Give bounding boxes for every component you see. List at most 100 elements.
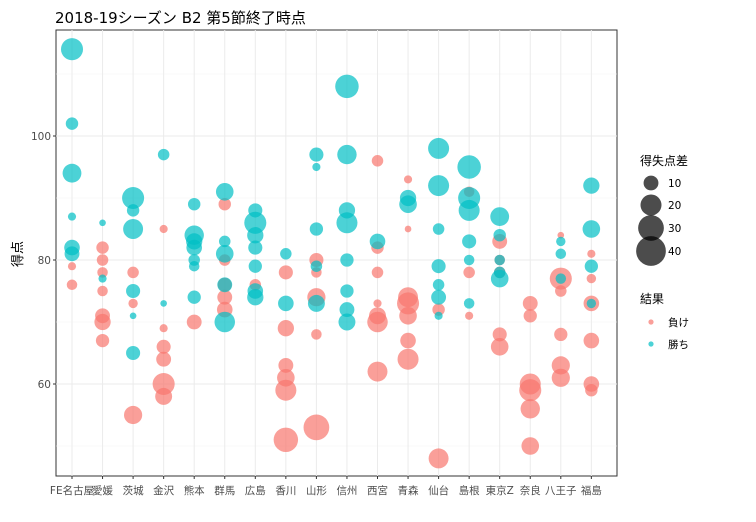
data-point xyxy=(428,137,450,159)
y-tick-label: 60 xyxy=(38,379,51,391)
data-point xyxy=(278,357,294,373)
data-point xyxy=(96,241,109,254)
data-point xyxy=(432,279,445,291)
data-point xyxy=(156,351,172,367)
size-legend-label: 20 xyxy=(668,200,681,212)
data-point xyxy=(399,307,417,325)
size-legend-label: 30 xyxy=(668,223,681,235)
series-勝ち xyxy=(60,38,601,361)
size-legend: 得失点差 10 20 30 40 xyxy=(636,153,688,266)
data-point xyxy=(397,348,419,370)
data-point xyxy=(65,117,79,130)
data-point xyxy=(309,147,324,162)
data-point xyxy=(583,332,600,349)
data-point xyxy=(400,332,416,349)
data-point xyxy=(339,302,355,318)
data-point xyxy=(248,259,262,273)
data-point xyxy=(523,309,537,323)
data-point xyxy=(98,274,107,283)
data-point xyxy=(367,311,388,333)
data-point xyxy=(247,289,264,306)
data-point xyxy=(247,227,264,244)
y-axis-title: 得点 xyxy=(10,241,26,267)
data-point xyxy=(431,289,447,305)
data-point xyxy=(123,219,144,239)
data-point xyxy=(186,314,202,330)
data-points xyxy=(60,38,601,469)
color-legend-label: 負け xyxy=(668,317,689,329)
data-point xyxy=(303,414,330,441)
y-tick-label: 80 xyxy=(38,255,51,267)
x-tick-label: 熊本 xyxy=(184,484,205,497)
data-point xyxy=(586,298,597,309)
data-point xyxy=(311,329,322,340)
data-point xyxy=(152,372,175,396)
data-point xyxy=(159,324,168,333)
data-point xyxy=(218,197,231,211)
data-point xyxy=(490,269,509,288)
data-point xyxy=(94,313,111,331)
size-legend-title: 得失点差 xyxy=(640,153,688,168)
data-point xyxy=(156,339,171,354)
data-point xyxy=(97,285,108,297)
data-point xyxy=(490,207,510,227)
data-point xyxy=(187,290,201,304)
data-point xyxy=(155,387,173,405)
data-point xyxy=(248,240,263,255)
data-point xyxy=(463,298,475,309)
data-point xyxy=(463,266,475,279)
data-point xyxy=(428,448,449,469)
data-point xyxy=(128,298,138,309)
data-point xyxy=(215,245,234,263)
data-point xyxy=(278,295,294,312)
data-point xyxy=(310,260,323,272)
x-tick-label: 島根 xyxy=(459,484,480,497)
data-point xyxy=(557,231,565,239)
data-point xyxy=(160,300,167,307)
data-point xyxy=(521,437,540,455)
data-point xyxy=(312,162,321,172)
data-point xyxy=(465,311,474,320)
data-point xyxy=(159,224,168,234)
data-point xyxy=(157,148,170,161)
x-tick-label: 愛媛 xyxy=(92,484,113,497)
data-point xyxy=(520,399,540,419)
data-point xyxy=(96,254,109,266)
size-legend-key xyxy=(638,215,664,241)
data-point xyxy=(123,405,143,425)
data-point xyxy=(99,219,106,227)
size-legend-label: 10 xyxy=(668,178,681,190)
data-point xyxy=(457,155,481,179)
x-tick-label: 群馬 xyxy=(214,484,235,497)
data-point xyxy=(273,427,299,453)
data-point xyxy=(587,249,596,258)
x-tick-label: 香川 xyxy=(275,485,296,497)
data-point xyxy=(278,265,293,280)
data-point xyxy=(371,155,384,167)
x-tick-label: 仙台 xyxy=(428,484,449,497)
data-point xyxy=(367,361,388,382)
data-point xyxy=(60,38,84,61)
data-point xyxy=(404,225,412,233)
color-legend-label: 勝ち xyxy=(668,338,689,351)
data-point xyxy=(428,175,450,197)
x-tick-label: 奈良 xyxy=(520,484,541,497)
data-point xyxy=(583,177,600,194)
data-point xyxy=(186,239,202,256)
data-point xyxy=(337,144,357,165)
data-point xyxy=(371,266,384,279)
data-point xyxy=(432,223,445,235)
data-point xyxy=(340,284,354,298)
data-point xyxy=(403,175,413,184)
data-point xyxy=(494,254,505,266)
x-tick-label: 茨城 xyxy=(123,484,144,497)
data-point xyxy=(490,338,509,356)
data-point xyxy=(555,273,567,284)
x-tick-label: 信州 xyxy=(336,485,357,497)
data-point xyxy=(67,262,77,271)
x-tick-label: 西宮 xyxy=(367,484,388,497)
x-tick-label: 八王子 xyxy=(545,485,577,497)
data-point xyxy=(215,183,234,201)
data-point xyxy=(127,266,139,279)
x-tick-label: 青森 xyxy=(398,484,419,497)
